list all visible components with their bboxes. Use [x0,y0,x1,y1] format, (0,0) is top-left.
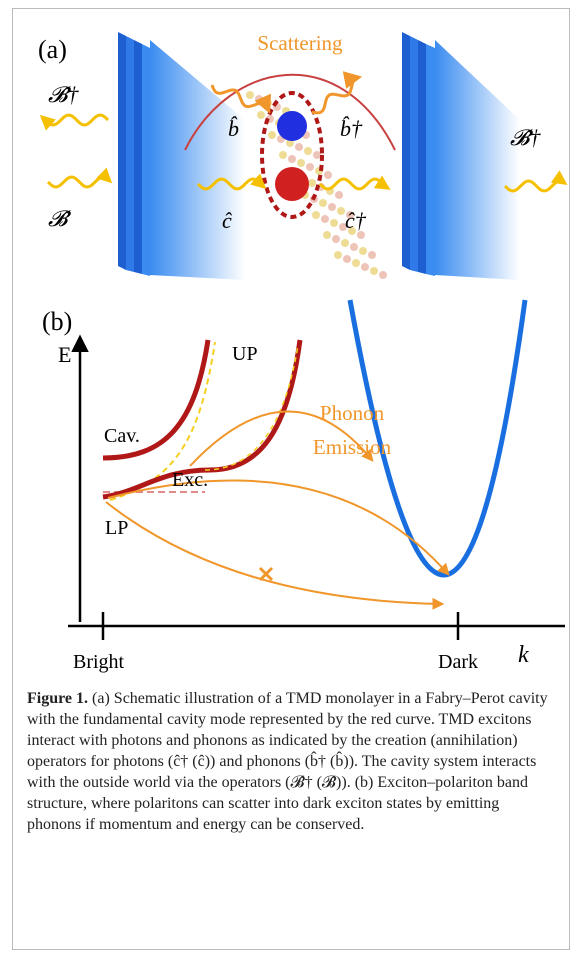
operator-label: 𝓑̂† [510,125,541,150]
wave-arrow [42,115,108,125]
atom [246,91,254,99]
figure: (a) Scattering 𝓑̂† 𝓑̂ 𝓑̂† b̂ b̂† ĉ ĉ† (b… [0,0,581,680]
atom [343,255,351,263]
panel-label: (b) [42,307,72,336]
curve-label: Cav. [104,425,140,447]
atom [370,267,378,275]
atom [352,259,360,267]
atom [324,171,332,179]
page: (a) Scattering 𝓑̂† 𝓑̂ 𝓑̂† b̂ b̂† ĉ ĉ† (b… [0,0,581,969]
atom [323,231,331,239]
annotation: Scattering [257,31,343,55]
atom [334,251,342,259]
operator-label: 𝓑̂† [48,82,79,107]
caption-label: Figure 1. [27,690,88,707]
process-label: Phonon [320,401,385,425]
caption: Figure 1. (a) Schematic illustration of … [27,688,557,835]
operator-label: b̂† [340,116,363,141]
x-tick-label: Bright [73,651,125,673]
caption-text: (a) Schematic illustration of a TMD mono… [27,690,548,833]
atom [368,251,376,259]
atom [321,215,329,223]
wave-arrow [48,177,110,187]
atom [328,203,336,211]
atom [379,271,387,279]
electron [277,111,307,141]
atom [295,143,303,151]
atom [288,155,296,163]
operator-label: b̂ [228,116,239,141]
atom [332,235,340,243]
atom [319,199,327,207]
atom [308,179,316,187]
atom [257,111,265,119]
atom [313,151,321,159]
curve-label: UP [232,343,258,365]
operator-label: 𝓑̂ [48,206,72,231]
left-mirror [118,32,245,280]
y-axis-label: E [58,342,71,367]
curve-label: Exc. [172,469,208,491]
atom [341,239,349,247]
curve-label: LP [105,517,128,539]
atom [350,243,358,251]
operator-label: ĉ [222,208,232,233]
x-tick-label: Dark [438,651,478,673]
right-mirror [402,32,520,280]
atom [279,151,287,159]
process-label: Emission [313,435,392,459]
operator-label: ĉ† [345,208,367,233]
atom [361,263,369,271]
atom [306,163,314,171]
atom [304,147,312,155]
x-axis-label: k [518,642,529,668]
panel-label: (a) [38,35,67,64]
scattering-arrow [106,502,442,604]
atom [330,219,338,227]
atom [312,211,320,219]
wave-arrow [320,179,388,189]
atom [268,131,276,139]
atom [337,207,345,215]
forbidden-mark [260,568,272,580]
hole [275,167,309,201]
atom [359,247,367,255]
atom [297,159,305,167]
atom [335,191,343,199]
